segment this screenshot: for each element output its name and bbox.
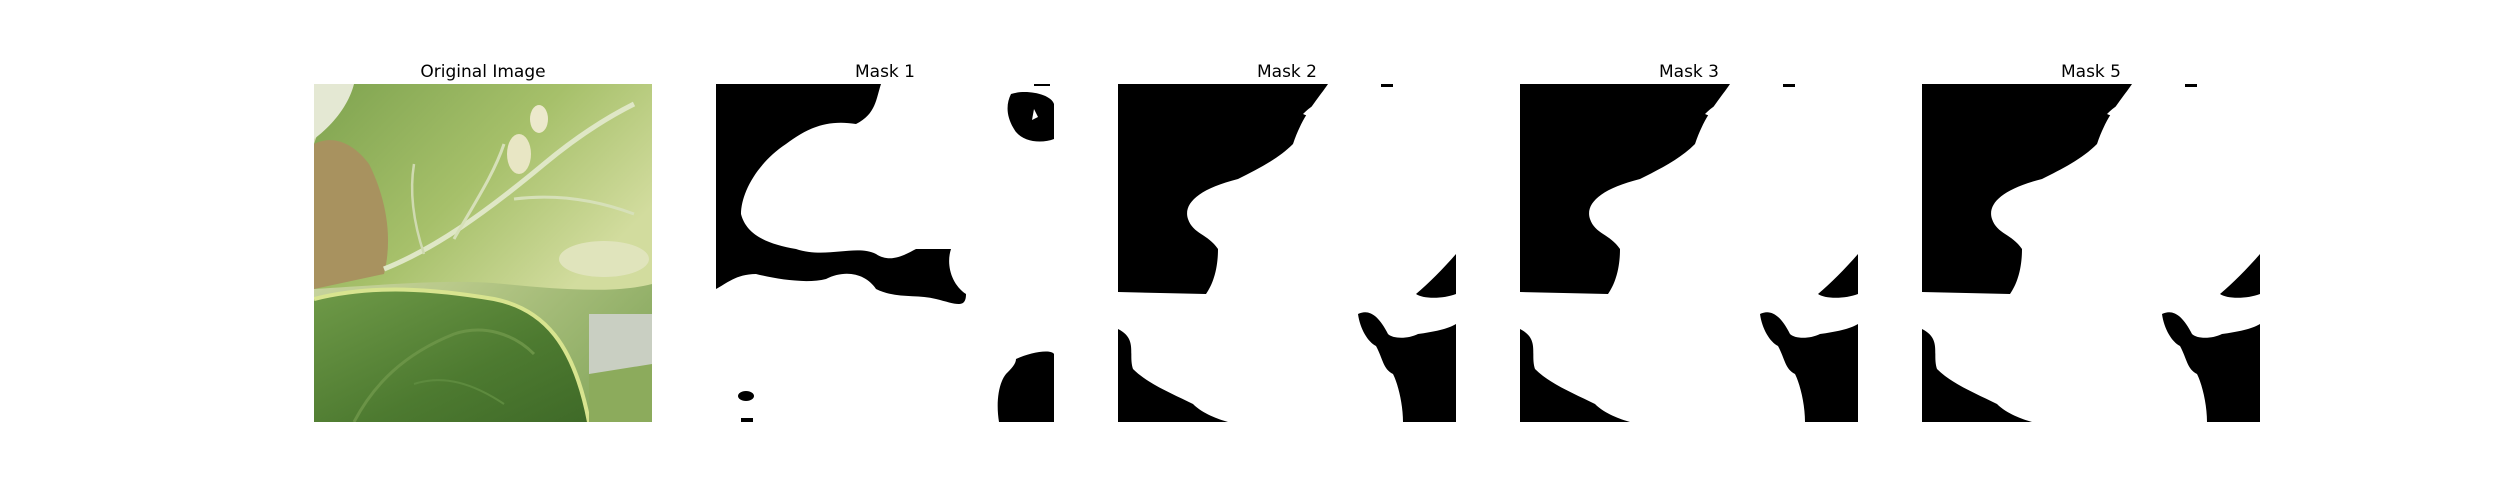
panel-title: Mask 5 — [2060, 62, 2121, 82]
panel-title: Original Image — [420, 62, 546, 82]
panel-title: Mask 3 — [1658, 62, 1719, 82]
panel-original-image: Original Image — [314, 60, 652, 422]
mask-2-image — [1118, 84, 1456, 422]
leaf-photo — [314, 84, 652, 422]
panel-title: Mask 1 — [854, 62, 915, 82]
mask-3-image — [1520, 84, 1858, 422]
panel-mask-3: Mask 3 — [1520, 60, 1858, 422]
panel-mask-1: Mask 1 — [716, 60, 1054, 422]
panel-mask-5: Mask 5 — [1922, 60, 2260, 422]
mask-5-image — [1922, 84, 2260, 422]
mask-1-image — [716, 84, 1054, 422]
panel-mask-2: Mask 2 — [1118, 60, 1456, 422]
panel-title: Mask 2 — [1256, 62, 1317, 82]
